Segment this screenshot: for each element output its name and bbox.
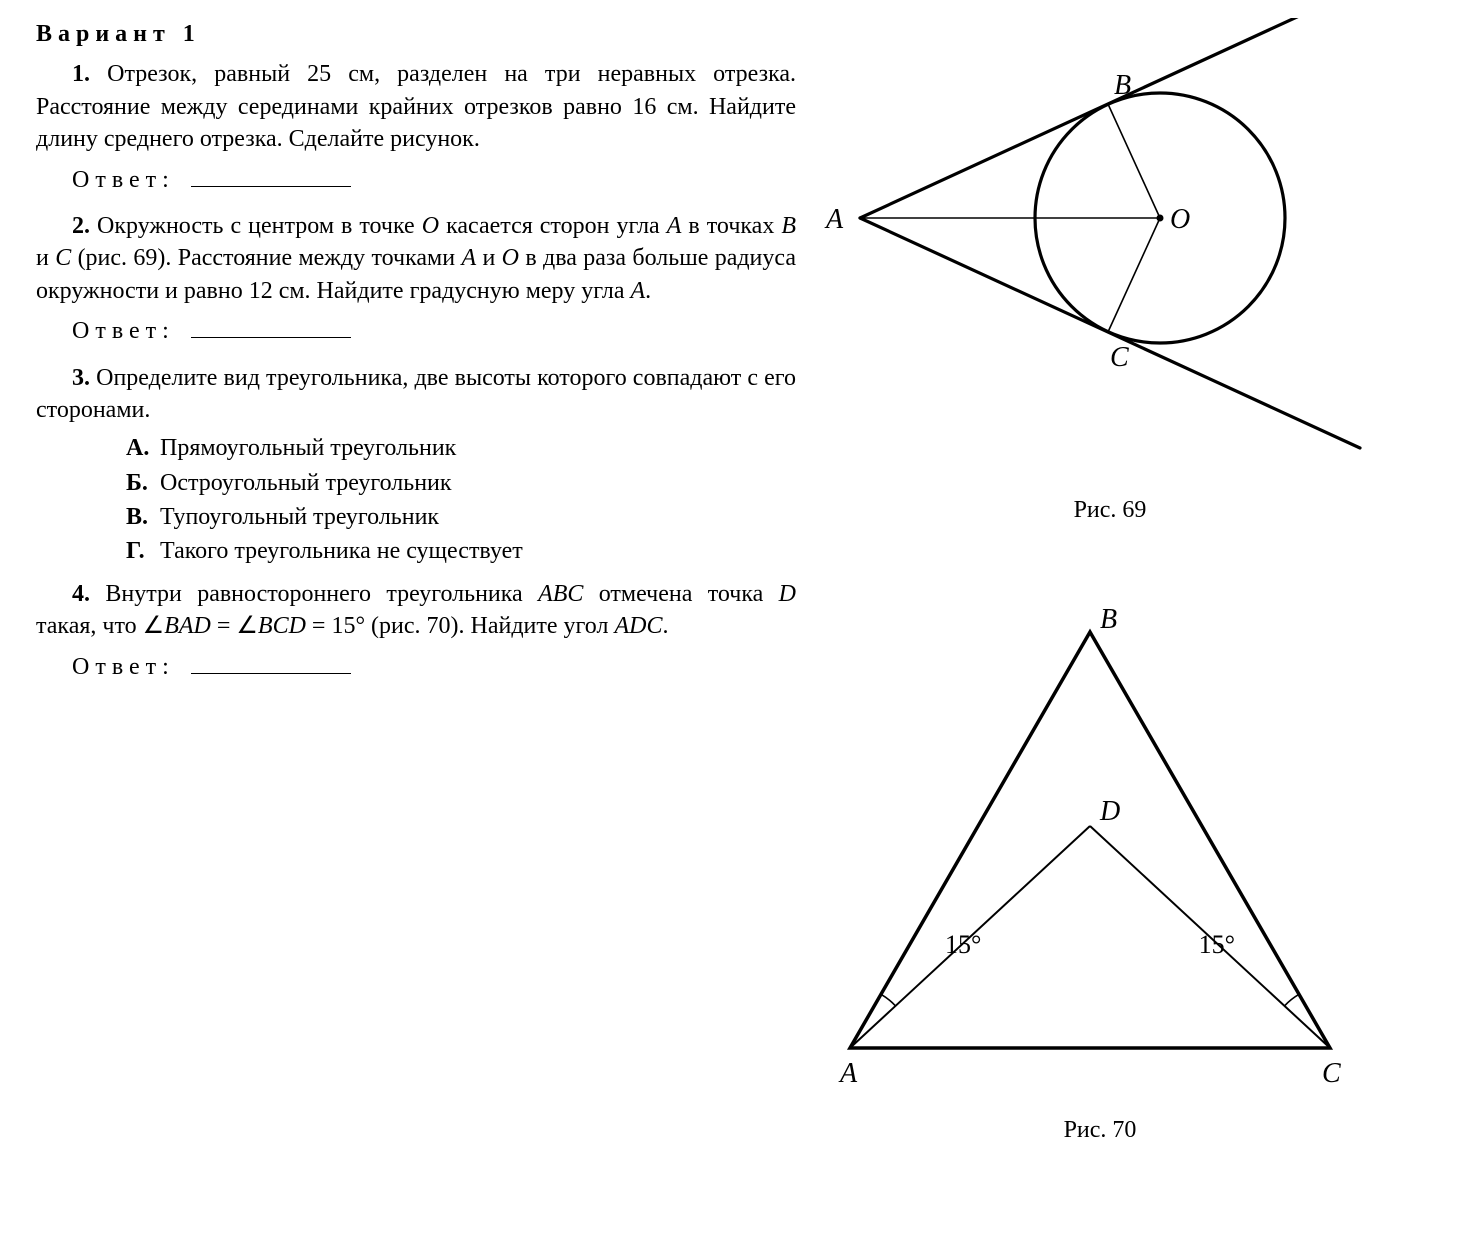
figure-column: ABOC Рис. 69 15°15°ABCD Рис. 70 xyxy=(820,18,1441,1258)
problem-2-number: 2. xyxy=(72,213,90,239)
svg-text:C: C xyxy=(1322,1058,1341,1089)
variant-title: Вариант 1 xyxy=(36,18,796,50)
svg-text:C: C xyxy=(1110,342,1129,373)
svg-text:15°: 15° xyxy=(945,930,981,959)
svg-text:D: D xyxy=(1099,796,1120,827)
svg-text:15°: 15° xyxy=(1199,930,1235,959)
figure-69-svg: A B O C xyxy=(800,18,1420,488)
figure-70-svg: 15° 15° A B C D xyxy=(790,608,1410,1108)
problem-1-text: Отрезок, равный 25 см, разделен на три н… xyxy=(36,61,796,152)
option-v: В. Тупоугольный треугольник xyxy=(126,501,796,533)
svg-text:B: B xyxy=(1114,70,1131,101)
problem-4-number: 4. xyxy=(72,581,90,607)
answer-2-blank xyxy=(191,337,351,338)
answer-4-label: Ответ: xyxy=(72,654,175,680)
option-b: Б. Остроугольный треугольник xyxy=(126,467,796,499)
answer-4: Ответ: xyxy=(36,651,796,683)
text-column: Вариант 1 1. Отрезок, равный 25 см, разд… xyxy=(36,18,796,1258)
figure-69: A B O C Рис. 69 xyxy=(800,18,1420,526)
answer-2: Ответ: xyxy=(36,315,796,347)
option-a: А. Прямоугольный треугольник xyxy=(126,432,796,464)
problem-3: 3. Определите вид треугольника, две высо… xyxy=(36,362,796,427)
svg-text:A: A xyxy=(824,204,844,235)
answer-4-blank xyxy=(191,673,351,674)
svg-text:O: O xyxy=(1170,204,1190,235)
problem-2: 2. Окружность с центром в точке O касает… xyxy=(36,210,796,307)
figure-70-caption: Рис. 70 xyxy=(790,1114,1410,1146)
problem-4: 4. Внутри равностороннего треугольника A… xyxy=(36,578,796,643)
problem-3-text: Определите вид треугольника, две высоты … xyxy=(36,365,796,423)
svg-text:A: A xyxy=(838,1058,858,1089)
problem-3-options: А. Прямоугольный треугольник Б. Остроуго… xyxy=(126,432,796,568)
answer-1: Ответ: xyxy=(36,164,796,196)
problem-1-number: 1. xyxy=(72,61,90,87)
answer-1-label: Ответ: xyxy=(72,167,175,193)
svg-text:B: B xyxy=(1100,608,1117,635)
answer-1-blank xyxy=(191,186,351,187)
figure-69-caption: Рис. 69 xyxy=(800,494,1420,526)
option-g: Г. Такого треугольника не существует xyxy=(126,535,796,567)
problem-1: 1. Отрезок, равный 25 см, разделен на тр… xyxy=(36,58,796,155)
answer-2-label: Ответ: xyxy=(72,318,175,344)
figure-70: 15° 15° A B C D Рис. 70 xyxy=(790,608,1410,1146)
problem-3-number: 3. xyxy=(72,365,90,391)
